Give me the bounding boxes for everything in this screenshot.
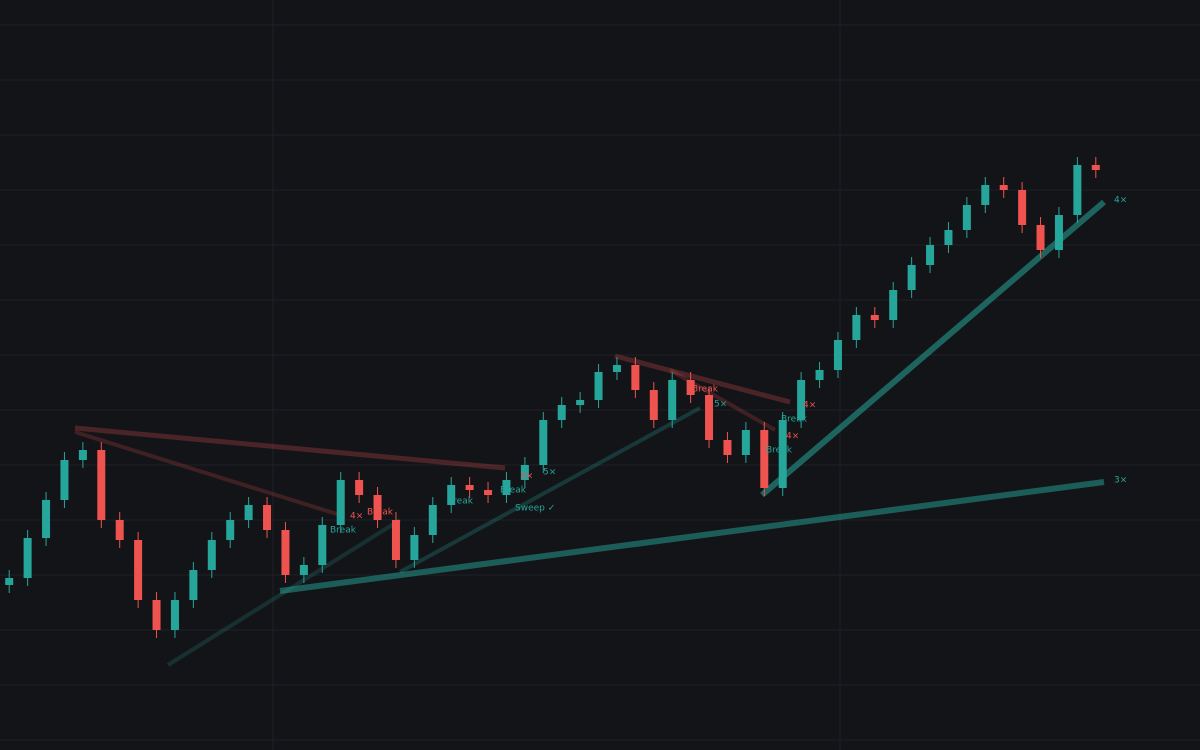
candle-body [539, 420, 548, 465]
candle-body [299, 565, 308, 575]
candle-body [612, 365, 621, 372]
candle-body [907, 265, 916, 290]
candle-body [318, 525, 327, 565]
candle-body [1091, 165, 1100, 170]
annotation: 4× [350, 512, 363, 522]
candle-body [410, 535, 419, 560]
annotation: 5× [543, 468, 556, 478]
candle-body [355, 480, 364, 495]
annotation: Break [500, 486, 527, 496]
candle-body [576, 400, 585, 405]
candle-body [1036, 225, 1045, 250]
candle-body [778, 420, 787, 488]
candle-body [60, 460, 69, 500]
candle-body [981, 185, 990, 205]
annotation: Break [766, 446, 793, 456]
annotation: Break [367, 508, 394, 518]
candle-body [1054, 215, 1063, 250]
candle-body [263, 505, 272, 530]
candle-body [152, 600, 161, 630]
candle-body [797, 380, 806, 420]
candle-body [447, 485, 456, 505]
candle-body [631, 365, 640, 390]
candle-body [649, 390, 658, 420]
candle-body [170, 600, 179, 630]
candle-body [999, 185, 1008, 190]
candle-body [723, 440, 732, 455]
annotations: 4× 3× Break Break 4× Break Break 3× 5× S… [330, 196, 1127, 536]
candle-body [944, 230, 953, 245]
candle-body [226, 520, 235, 540]
annotation: 3× [1114, 476, 1127, 486]
candle-body [373, 495, 382, 520]
candle-body [1073, 165, 1082, 215]
annotation: Break [447, 497, 474, 507]
candle-body [78, 450, 87, 460]
candle-body [115, 520, 124, 540]
candle-body [189, 570, 198, 600]
candle-body [870, 315, 879, 320]
candle-body [668, 380, 677, 420]
annotation: 3× [520, 472, 533, 482]
candle-body [207, 540, 216, 570]
candle-body [502, 480, 511, 495]
candle-body [815, 370, 824, 380]
candle-body [428, 505, 437, 535]
candle-body [244, 505, 253, 520]
candle-body [97, 450, 106, 520]
candle-body [391, 520, 400, 560]
annotation: Sweep ✓ [515, 504, 555, 514]
candle-body [336, 480, 345, 525]
candle-body [594, 372, 603, 400]
annotation: Break [330, 526, 357, 536]
candle-body [741, 430, 750, 455]
annotation: 4× [803, 401, 816, 411]
candle-body [760, 430, 769, 488]
candle-body [281, 530, 290, 575]
candle-body [465, 485, 474, 490]
candle-body [705, 395, 714, 440]
annotation: Break [692, 385, 719, 395]
candle-body [833, 340, 842, 370]
candles [5, 157, 1100, 638]
annotation: 4× [786, 432, 799, 442]
candle-body [5, 578, 14, 585]
candle-body [23, 538, 32, 578]
candle-body [557, 405, 566, 420]
candle-body [134, 540, 143, 600]
candle-body [42, 500, 51, 538]
trendlines [74, 199, 1106, 667]
annotation: Break [781, 415, 808, 425]
candle-body [889, 290, 898, 320]
candle-body [520, 465, 529, 480]
candle-body [926, 245, 935, 265]
candle-body [962, 205, 971, 230]
annotation: 5× [714, 400, 727, 410]
annotation: 4× [1114, 196, 1127, 206]
candle-body [1018, 190, 1027, 225]
candle-body [686, 380, 695, 395]
candle-body [484, 490, 493, 495]
candle-body [852, 315, 861, 340]
